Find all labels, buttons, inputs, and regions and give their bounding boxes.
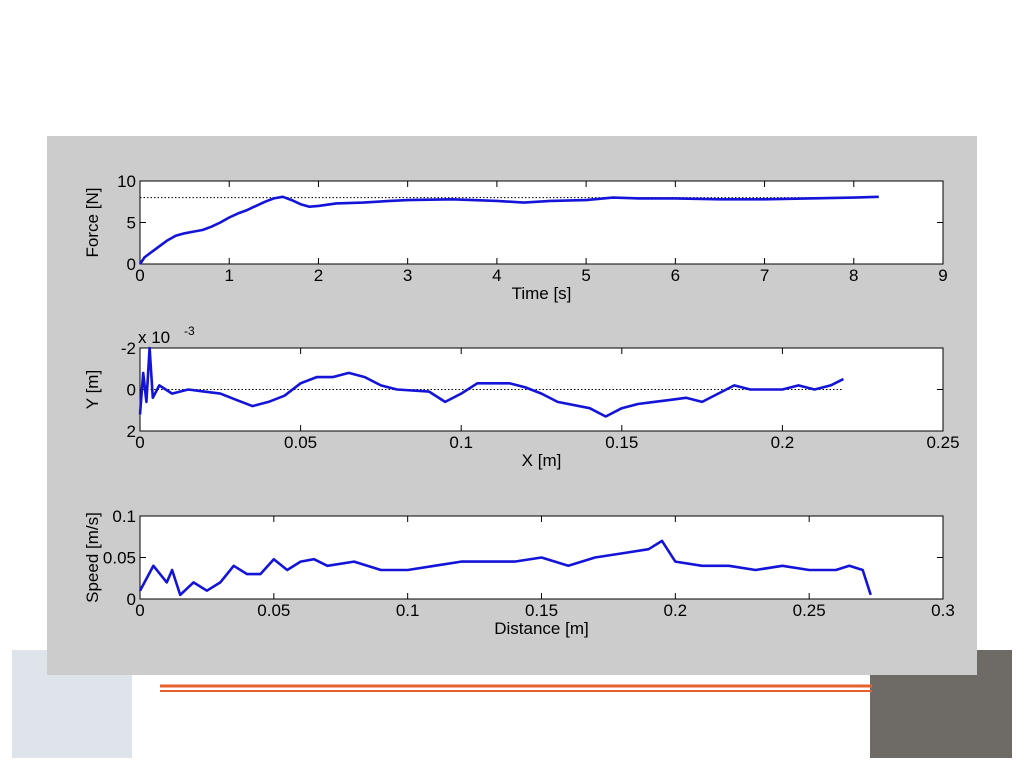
y-tick-label: 10 — [117, 172, 136, 191]
x-tick-label: 0.05 — [257, 601, 290, 620]
y-tick-label: 0 — [127, 255, 136, 274]
x-tick-label: 2 — [314, 266, 323, 285]
x-tick-label: 0.2 — [771, 433, 795, 452]
x-tick-label: 9 — [938, 266, 947, 285]
x-tick-label: 0 — [135, 266, 144, 285]
y-tick-label: 0 — [127, 381, 136, 400]
x-tick-label: 0.25 — [793, 601, 826, 620]
x-tick-label: 0.15 — [525, 601, 558, 620]
x-tick-label: 0.25 — [926, 433, 959, 452]
y-tick-label: -2 — [121, 339, 136, 358]
x-tick-label: 0.05 — [284, 433, 317, 452]
y-axis-label: Speed [m/s] — [83, 512, 102, 603]
exponent-label: x 10 — [138, 328, 170, 347]
x-tick-label: 0 — [135, 601, 144, 620]
data-line — [138, 346, 844, 418]
charts: 0 1 2 3 4 5 6 7 8 9 0 5 10 Time [s] Force [N] 0 0.05 0.1 0… — [83, 172, 960, 638]
x-tick-label: 7 — [760, 266, 769, 285]
y-axis-label: Force [N] — [83, 188, 102, 258]
x-tick-label: 8 — [849, 266, 858, 285]
x-tick-label: 6 — [671, 266, 680, 285]
y-tick-label: 0.05 — [103, 549, 136, 568]
y-tick-label: 5 — [127, 214, 136, 233]
x-tick-label: 0.15 — [605, 433, 638, 452]
data-line — [138, 539, 872, 597]
data-line — [138, 195, 879, 265]
y-tick-label: 0 — [127, 590, 136, 609]
plot-area — [139, 180, 944, 265]
x-tick-label: 0 — [135, 433, 144, 452]
x-tick-label: 0.2 — [664, 601, 688, 620]
y-axis-label: Y [m] — [83, 370, 102, 409]
x-tick-label: 5 — [581, 266, 590, 285]
x-tick-label: 4 — [492, 266, 501, 285]
x-tick-label: 0.3 — [931, 601, 955, 620]
y-tick-label: 2 — [127, 422, 136, 441]
x-axis-label: X [m] — [522, 451, 562, 470]
x-tick-label: 3 — [403, 266, 412, 285]
x-tick-label: 0.1 — [449, 433, 473, 452]
x-tick-label: 0.1 — [396, 601, 420, 620]
x-axis-label: Distance [m] — [494, 619, 588, 638]
exponent: -3 — [184, 324, 195, 338]
x-tick-label: 1 — [224, 266, 233, 285]
y-tick-label: 0.1 — [112, 507, 136, 526]
x-axis-label: Time [s] — [512, 284, 572, 303]
